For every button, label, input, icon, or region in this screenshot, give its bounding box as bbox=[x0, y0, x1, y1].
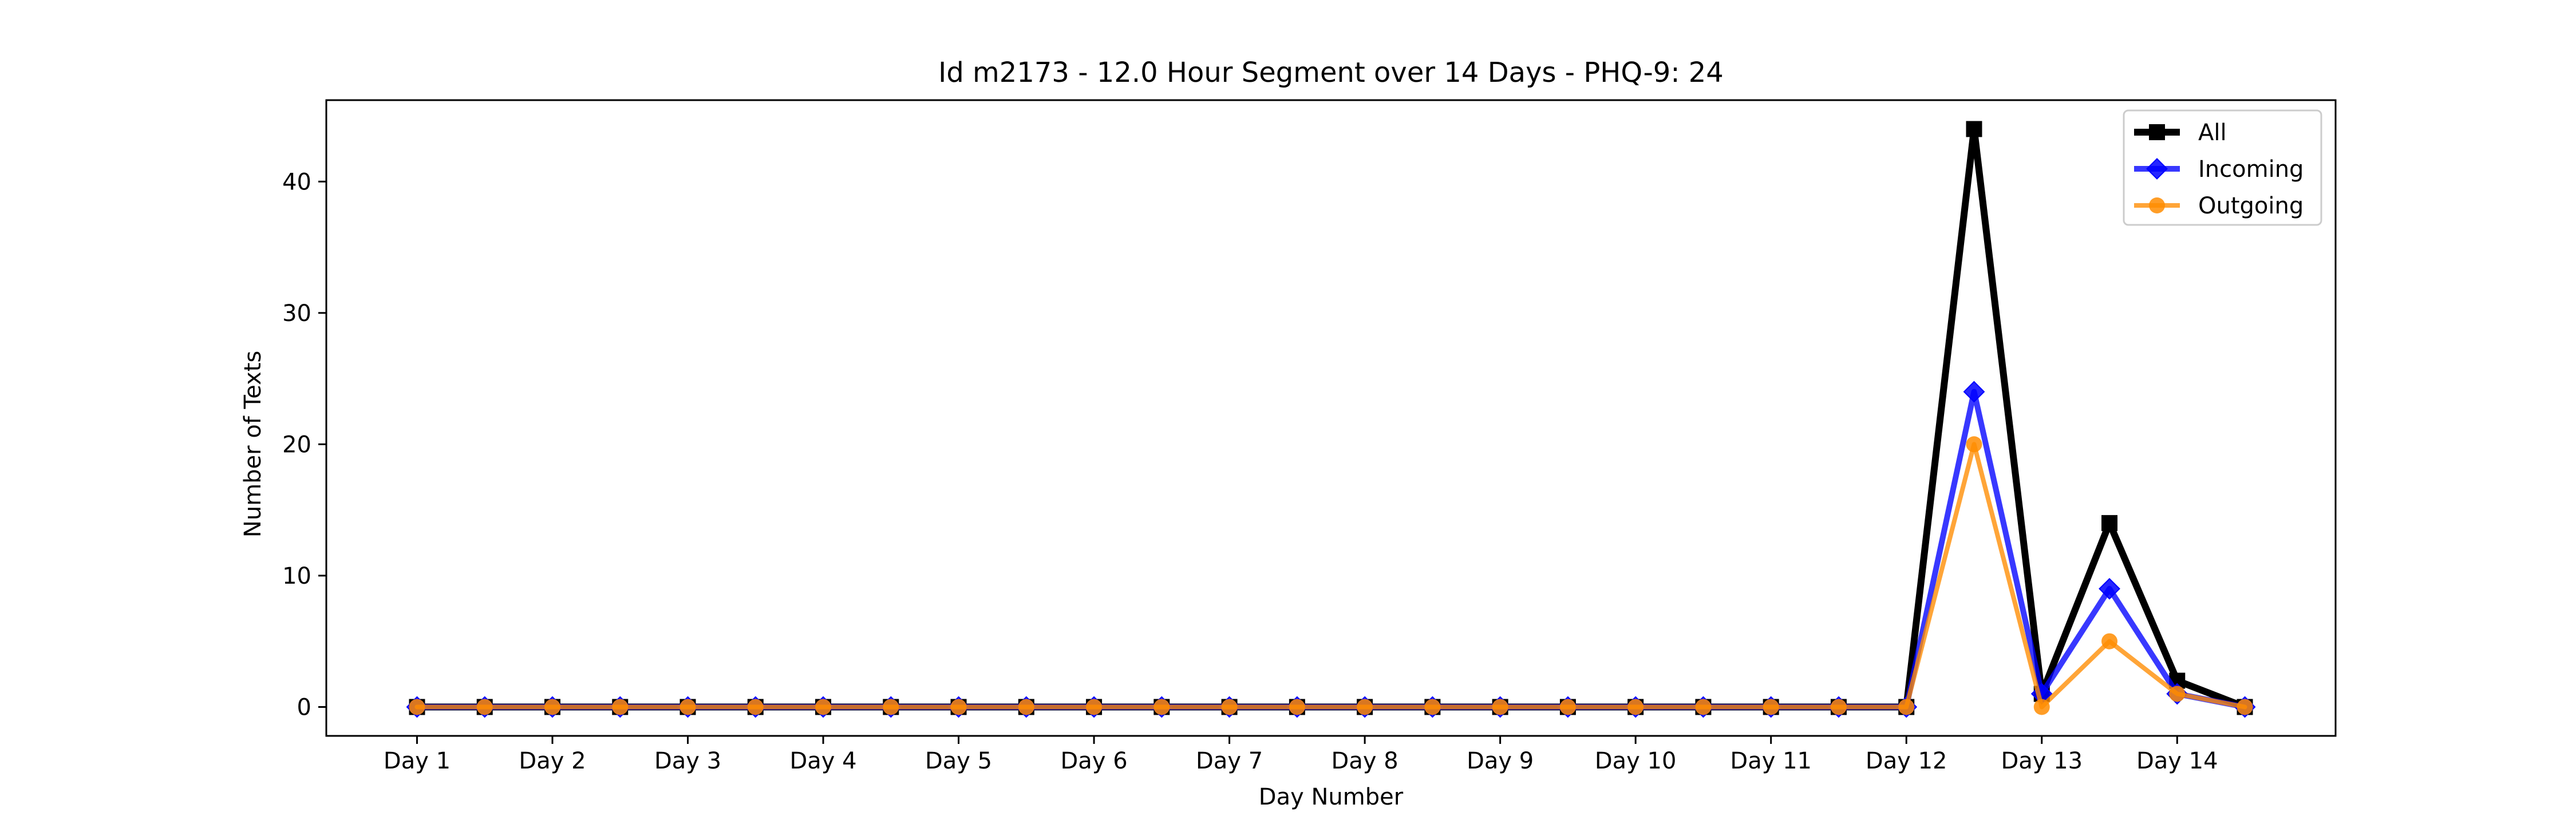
data-point-all bbox=[2101, 515, 2118, 532]
legend-marker-incoming bbox=[2146, 158, 2168, 180]
y-tick-label: 20 bbox=[282, 431, 311, 458]
x-tick-label: Day 13 bbox=[2001, 748, 2083, 774]
data-point-outgoing bbox=[883, 699, 899, 715]
y-tick-label: 30 bbox=[282, 300, 311, 327]
data-point-outgoing bbox=[2237, 699, 2253, 715]
x-tick-label: Day 9 bbox=[1467, 748, 1534, 774]
data-point-outgoing bbox=[1357, 699, 1373, 715]
data-point-outgoing bbox=[1763, 699, 1779, 715]
data-point-outgoing bbox=[747, 699, 764, 715]
legend-item-incoming: Incoming bbox=[2134, 156, 2304, 183]
data-point-incoming bbox=[2099, 577, 2120, 600]
x-tick-label: Day 12 bbox=[1866, 748, 1947, 774]
data-point-outgoing bbox=[1966, 436, 1982, 453]
x-tick-label: Day 14 bbox=[2136, 748, 2218, 774]
legend-item-outgoing: Outgoing bbox=[2134, 193, 2304, 219]
y-axis: 0 10 20 30 40 bbox=[282, 169, 326, 721]
data-point-outgoing bbox=[476, 699, 493, 715]
legend-marker-outgoing bbox=[2149, 197, 2165, 213]
data-point-outgoing bbox=[1492, 699, 1508, 715]
data-point-outgoing bbox=[1289, 699, 1305, 715]
data-point-outgoing bbox=[2101, 633, 2118, 649]
data-point-outgoing bbox=[1018, 699, 1034, 715]
plot-area bbox=[325, 99, 2337, 737]
y-tick-label: 40 bbox=[282, 169, 311, 195]
legend-marker-all bbox=[2149, 124, 2165, 140]
data-point-outgoing bbox=[2033, 699, 2050, 715]
data-point-outgoing bbox=[1424, 699, 1441, 715]
data-point-outgoing bbox=[1221, 699, 1238, 715]
x-tick-label: Day 5 bbox=[925, 748, 992, 774]
series-outgoing bbox=[409, 436, 2253, 715]
legend-label-incoming: Incoming bbox=[2198, 156, 2304, 183]
data-point-outgoing bbox=[950, 699, 967, 715]
x-tick-label: Day 1 bbox=[384, 748, 451, 774]
data-point-outgoing bbox=[1559, 699, 1576, 715]
legend-label-all: All bbox=[2198, 120, 2227, 146]
series-layer bbox=[406, 121, 2256, 718]
data-point-outgoing bbox=[612, 699, 629, 715]
data-point-outgoing bbox=[1898, 699, 1915, 715]
data-point-outgoing bbox=[1830, 699, 1847, 715]
x-axis-label: Day Number bbox=[1259, 784, 1404, 810]
data-point-outgoing bbox=[544, 699, 560, 715]
y-tick-label: 0 bbox=[297, 695, 311, 721]
y-tick-label: 10 bbox=[282, 563, 311, 589]
legend-item-all: All bbox=[2134, 120, 2227, 146]
data-point-all bbox=[1966, 121, 1982, 137]
x-tick-label: Day 11 bbox=[1730, 748, 1812, 774]
y-axis-label: Number of Texts bbox=[240, 351, 266, 537]
data-point-outgoing bbox=[1695, 699, 1712, 715]
legend-label-outgoing: Outgoing bbox=[2198, 193, 2304, 219]
data-point-outgoing bbox=[2169, 686, 2186, 702]
data-point-outgoing bbox=[409, 699, 425, 715]
legend: All Incoming Outgoing bbox=[2123, 109, 2322, 226]
data-point-outgoing bbox=[1627, 699, 1644, 715]
data-point-outgoing bbox=[815, 699, 832, 715]
x-tick-label: Day 3 bbox=[654, 748, 721, 774]
x-axis: Day 1 Day 2 Day 3 Day 4 Day 5 Day 6 Day 7 Day 8… bbox=[384, 736, 2218, 774]
legend-box bbox=[2123, 109, 2322, 226]
data-point-incoming bbox=[1963, 381, 1985, 403]
data-point-outgoing bbox=[1153, 699, 1170, 715]
data-point-outgoing bbox=[679, 699, 696, 715]
x-tick-label: Day 4 bbox=[789, 748, 856, 774]
x-tick-label: Day 7 bbox=[1196, 748, 1263, 774]
data-point-outgoing bbox=[1086, 699, 1103, 715]
chart-title: Id m2173 - 12.0 Hour Segment over 14 Day… bbox=[938, 57, 1724, 89]
series-line-outgoing bbox=[414, 442, 2247, 710]
x-tick-label: Day 8 bbox=[1332, 748, 1398, 774]
plot-frame bbox=[325, 99, 2337, 737]
x-tick-label: Day 2 bbox=[519, 748, 586, 774]
x-tick-label: Day 10 bbox=[1595, 748, 1677, 774]
x-tick-label: Day 6 bbox=[1061, 748, 1128, 774]
